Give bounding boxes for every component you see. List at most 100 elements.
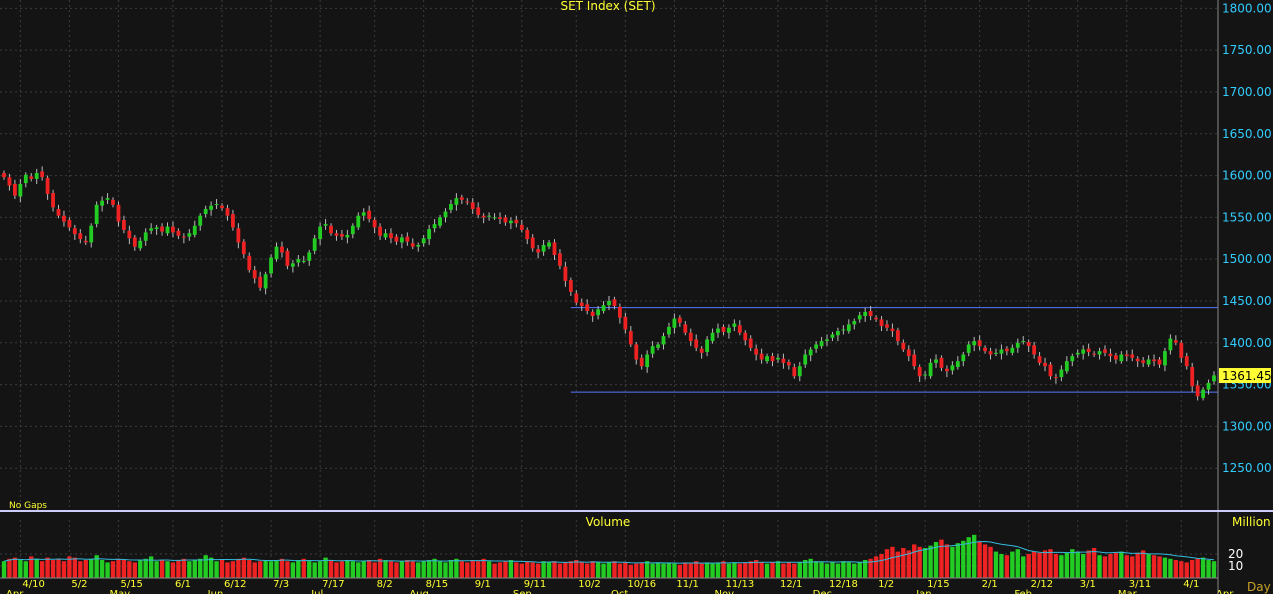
candle-body xyxy=(94,204,99,225)
volume-bar xyxy=(704,562,710,578)
month-tick-label: Apr xyxy=(6,589,24,594)
candle-body xyxy=(650,346,655,354)
volume-bar xyxy=(285,561,290,578)
candle-body xyxy=(994,352,998,354)
volume-bar xyxy=(132,562,137,578)
volume-bar xyxy=(443,562,448,578)
candle-body xyxy=(1037,356,1042,363)
volume-bar xyxy=(852,563,857,578)
candle-body xyxy=(710,332,715,342)
date-tick-label: 5/2 xyxy=(71,579,87,590)
volume-bar xyxy=(1004,555,1010,578)
candle-body xyxy=(449,204,453,210)
date-tick-label: 8/15 xyxy=(426,579,448,590)
candle-body xyxy=(1026,341,1031,347)
volume-bar xyxy=(399,561,405,578)
last-price-label: 1361.45 xyxy=(1222,369,1272,383)
volume-bar xyxy=(263,560,268,578)
volume-bar xyxy=(988,546,993,578)
month-tick-label: Aug xyxy=(409,589,429,594)
date-tick-label: 11/1 xyxy=(676,579,698,590)
volume-bar xyxy=(236,558,241,578)
candlestick-series xyxy=(2,166,1216,401)
volume-bar xyxy=(203,555,208,578)
candle-body xyxy=(187,233,192,237)
month-tick-label: Feb xyxy=(1014,589,1032,594)
volume-bar xyxy=(1042,550,1048,578)
volume-bar xyxy=(699,563,704,578)
price-tick-label: 1650.00 xyxy=(1222,127,1272,141)
candle-body xyxy=(318,226,323,240)
candle-body xyxy=(492,217,497,219)
candle-body xyxy=(852,321,857,325)
candle-body xyxy=(285,250,290,266)
volume-bar xyxy=(912,544,917,578)
candle-body xyxy=(1010,347,1015,353)
candle-body xyxy=(203,209,208,215)
candle-body xyxy=(1124,354,1129,357)
candle-body xyxy=(977,340,982,347)
price-tick-label: 1700.00 xyxy=(1222,85,1272,99)
candle-body xyxy=(667,326,671,335)
volume-bar xyxy=(950,546,955,578)
volume-bar xyxy=(1064,552,1070,578)
volume-bar xyxy=(339,561,345,578)
volume-bar xyxy=(307,561,312,578)
volume-bar xyxy=(535,563,541,578)
candle-body xyxy=(1108,353,1113,357)
candle-body xyxy=(928,362,933,377)
volume-bar xyxy=(999,554,1004,578)
candle-body xyxy=(198,215,203,226)
volume-bar xyxy=(846,562,851,578)
candle-body xyxy=(617,306,622,318)
candle-body xyxy=(639,357,644,367)
volume-bar xyxy=(781,563,786,578)
candle-body xyxy=(165,226,170,234)
candle-body xyxy=(23,174,28,184)
volume-bar xyxy=(1091,548,1097,578)
volume-bar xyxy=(1130,556,1135,578)
volume-bar xyxy=(1037,552,1042,578)
candle-body xyxy=(939,357,944,368)
candle-body xyxy=(1070,356,1075,362)
date-tick-label: 4/10 xyxy=(22,579,44,590)
volume-bar xyxy=(803,560,808,578)
candle-body xyxy=(1004,348,1009,352)
month-tick-label: Jul xyxy=(310,589,323,594)
volume-bar xyxy=(612,561,617,578)
candle-body xyxy=(1135,358,1140,362)
volume-bar xyxy=(737,563,742,578)
volume-bar xyxy=(432,558,437,578)
candle-body xyxy=(628,331,633,345)
candle-body xyxy=(623,316,628,330)
volume-bar xyxy=(868,558,873,578)
candle-body xyxy=(1064,361,1069,372)
candle-body xyxy=(568,280,573,292)
date-tick-label: 9/1 xyxy=(475,579,491,590)
volume-bar xyxy=(1086,550,1091,578)
month-tick-label: May xyxy=(110,589,131,594)
candle-body xyxy=(236,228,241,243)
volume-bar xyxy=(732,562,737,578)
volume-bar xyxy=(928,545,933,578)
candle-body xyxy=(923,374,928,376)
volume-bar xyxy=(813,561,819,578)
candle-body xyxy=(552,242,557,255)
candle-body xyxy=(699,348,704,353)
candle-body xyxy=(1103,349,1107,353)
volume-bar xyxy=(198,558,203,578)
volume-bar xyxy=(328,560,334,578)
volume-bar xyxy=(241,557,246,578)
volume-bar xyxy=(39,561,45,578)
volume-bar xyxy=(23,561,28,578)
candle-body xyxy=(34,173,39,179)
candle-body xyxy=(879,319,884,327)
volume-bar xyxy=(121,560,127,578)
candle-body xyxy=(890,328,895,332)
volume-panel-title: Volume xyxy=(586,515,631,529)
volume-bar xyxy=(1124,555,1129,578)
candle-body xyxy=(1173,340,1178,343)
candle-body xyxy=(519,224,524,230)
candle-body xyxy=(350,225,355,235)
